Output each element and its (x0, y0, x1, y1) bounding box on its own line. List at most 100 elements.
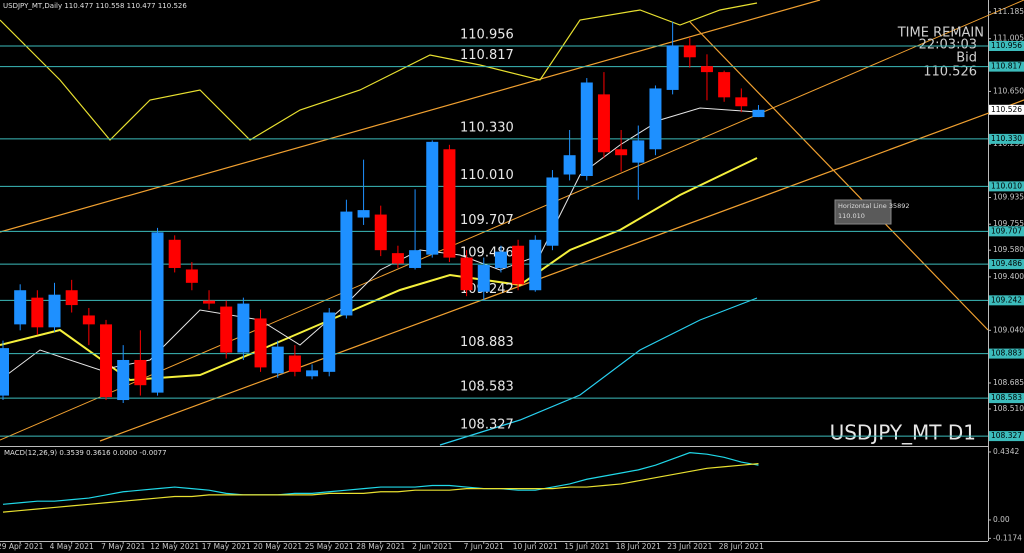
y-tick-label: 109.580 (993, 245, 1024, 254)
level-label: 108.583 (460, 380, 514, 395)
x-tick-label: 28 Jun 2021 (719, 542, 764, 551)
moving-average (439, 297, 758, 446)
candle-body (134, 359, 147, 386)
tooltip-name: Horizontal Line 35892 (838, 202, 910, 210)
candle-body (700, 66, 713, 73)
candle-body (409, 250, 422, 268)
candle-body (563, 155, 576, 175)
candle-body (168, 239, 181, 268)
candle-body (220, 306, 233, 353)
level-axis-label: 109.486 (991, 259, 1022, 268)
candle-body (100, 324, 113, 398)
level-axis-box (989, 259, 1024, 270)
macd-line (2, 462, 759, 513)
x-tick-label: 10 Jun 2021 (513, 542, 558, 551)
x-tick-label: 20 May 2021 (253, 542, 302, 551)
candle-body (460, 257, 473, 291)
candle-body (426, 141, 439, 255)
indicator-band (0, 2, 758, 141)
candle-body (494, 251, 507, 268)
candle-body (203, 300, 216, 304)
trend-line (0, 0, 821, 233)
candle-body (580, 82, 593, 176)
indicator-band (0, 157, 758, 382)
y-tick-label: 110.650 (993, 86, 1024, 95)
level-axis-label: 110.956 (991, 41, 1022, 50)
y-tick-label: 109.935 (993, 192, 1024, 201)
candle-body (477, 265, 490, 292)
x-tick-label: 28 May 2021 (356, 542, 405, 551)
x-tick-label: 7 Jun 2021 (464, 542, 505, 551)
level-axis-label: 110.330 (991, 134, 1022, 143)
level-label: 108.327 (460, 418, 514, 433)
y-tick-label: 108.510 (993, 404, 1024, 413)
candle-body (306, 370, 319, 377)
trend-line (0, 0, 1024, 441)
macd-header: MACD(12,26,9) 0.3539 0.3616 0.0000 -0.00… (4, 449, 167, 457)
y-tick-label: 111.185 (993, 7, 1024, 16)
macd-tick-label: 0.4342 (993, 447, 1019, 456)
x-tick-label: 4 May 2021 (50, 542, 94, 551)
level-label: 108.883 (460, 335, 514, 350)
macd-tick-label: -0.1174 (993, 533, 1022, 542)
candle-body (271, 346, 284, 374)
level-axis-box (989, 226, 1024, 237)
chart-header: USDJPY_MT,Daily 110.477 110.558 110.477 … (3, 2, 187, 10)
current-price-box (989, 104, 1024, 115)
candle-body (718, 72, 731, 98)
y-tick-label: 109.400 (993, 272, 1024, 281)
x-tick-label: 25 May 2021 (305, 542, 354, 551)
candle-body (254, 318, 267, 368)
x-tick-label: 23 Jun 2021 (667, 542, 712, 551)
x-tick-label: 12 May 2021 (150, 542, 199, 551)
candle-body (357, 210, 370, 218)
macd-line (2, 452, 759, 505)
candle-body (735, 97, 748, 107)
candle-body (374, 214, 387, 251)
candle-body (323, 312, 336, 372)
candle-body (14, 290, 27, 325)
macd-tick-label: 0.00 (993, 515, 1010, 524)
level-axis-box (989, 431, 1024, 442)
candle-body (82, 315, 95, 325)
level-axis-box (989, 40, 1024, 51)
candle-body (391, 253, 404, 264)
y-tick-label: 109.040 (993, 325, 1024, 334)
y-tick-label: 111.005 (993, 34, 1024, 43)
candle-body (65, 290, 78, 306)
level-label: 110.817 (460, 48, 514, 63)
candle-body (0, 348, 9, 396)
trend-line (99, 99, 1024, 442)
level-axis-box (989, 181, 1024, 192)
x-tick-label: 17 May 2021 (202, 542, 251, 551)
y-tick-label: 109.755 (993, 219, 1024, 228)
tooltip (834, 199, 892, 225)
level-axis-label: 109.242 (991, 295, 1022, 304)
candle-body (683, 45, 696, 58)
x-tick-label: 29 Apr 2021 (0, 542, 44, 551)
candle-body (237, 303, 250, 353)
candle-body (48, 294, 61, 328)
candle-body (649, 88, 662, 150)
time-remain: 22:03:03 (919, 38, 977, 53)
level-axis-label: 110.817 (991, 62, 1022, 71)
level-label: 109.707 (460, 213, 514, 228)
x-tick-label: 18 Jun 2021 (616, 542, 661, 551)
level-axis-box (989, 295, 1024, 306)
time-remain-label: TIME REMAIN (897, 26, 984, 41)
level-label: 110.956 (460, 27, 514, 42)
candle-body (597, 94, 610, 153)
level-axis-label: 108.327 (991, 431, 1022, 440)
level-axis-label: 108.583 (991, 393, 1022, 402)
candle-body (615, 149, 628, 156)
candle-body (546, 177, 559, 246)
candle-body (666, 45, 679, 90)
symbol-watermark: USDJPY_MT D1 (830, 421, 976, 445)
bid-label: Bid (956, 51, 977, 66)
candle-body (117, 359, 130, 401)
candle-body (151, 232, 164, 393)
trend-line (689, 21, 989, 331)
candle-body (529, 239, 542, 291)
candle-body (185, 269, 198, 283)
